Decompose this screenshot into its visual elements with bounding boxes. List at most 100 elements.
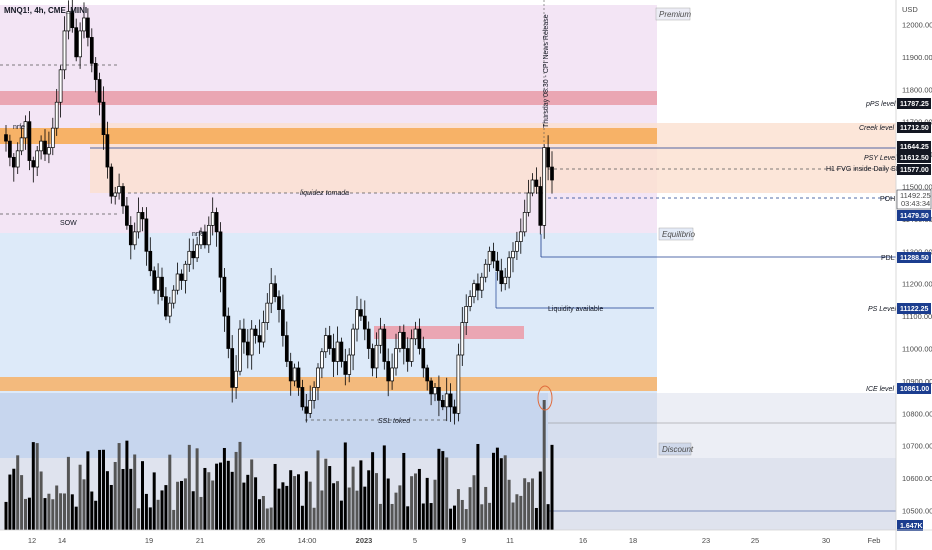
candle <box>66 11 71 32</box>
tag-level-1: 11644.25 <box>900 144 929 151</box>
candle <box>456 354 461 414</box>
candle <box>93 62 98 80</box>
candle <box>89 37 94 64</box>
candle <box>206 225 211 246</box>
volume-bar <box>378 503 382 530</box>
volume-bar <box>152 472 156 530</box>
volume-bar <box>105 471 109 530</box>
x-tick-label: 11 <box>506 536 514 545</box>
candle <box>401 331 406 349</box>
volume-bar <box>320 490 324 530</box>
volume-bar <box>226 460 230 530</box>
volume-bar <box>339 500 343 530</box>
annotations: MNQ1!, 4h, CME_MINI Thursday 08:30 - CPI… <box>4 6 906 425</box>
volume-bar <box>425 477 429 530</box>
premium-label: Premium <box>659 10 691 19</box>
volume-bar <box>480 504 484 530</box>
candles <box>4 0 554 425</box>
candle <box>405 348 410 362</box>
candle <box>476 283 480 291</box>
volume-bar <box>453 505 456 530</box>
candle <box>347 354 352 375</box>
tag-ps: 11122.25 <box>900 306 929 313</box>
volume-bar <box>550 444 554 530</box>
candle <box>479 276 484 291</box>
poh-label: POH <box>880 196 895 203</box>
volume-bar <box>238 441 242 530</box>
volume-bar <box>445 457 449 530</box>
candle <box>483 263 488 278</box>
y-tick-label: 12000.00 <box>902 20 932 29</box>
time-axis[interactable]: 12 14 19 21 26 14:00 2023 5 9 11 16 18 23 25 30 Feb <box>0 529 932 545</box>
candle <box>452 406 457 414</box>
volume-bar <box>63 493 66 530</box>
volume-bar <box>246 474 250 530</box>
volume-bar <box>39 471 43 530</box>
volume-bar <box>336 481 339 530</box>
candle <box>19 137 24 152</box>
volume-bar <box>273 463 277 530</box>
candle <box>62 30 67 71</box>
candle <box>327 335 332 349</box>
volume-bar <box>254 477 258 530</box>
volume-bar <box>207 472 211 530</box>
volume-bar <box>414 473 417 530</box>
y-tick-label: 11000.00 <box>902 345 932 354</box>
y-tick-label: 10600.00 <box>902 474 932 483</box>
volume-bar <box>488 502 492 530</box>
candle <box>4 134 8 142</box>
candle <box>191 250 196 259</box>
volume-bar <box>109 484 113 530</box>
candle <box>97 79 102 103</box>
volume-bar <box>31 442 35 530</box>
candle <box>101 101 106 135</box>
volume-bar <box>180 480 183 530</box>
liquidity-label: Liquidity available <box>548 306 603 313</box>
candle <box>277 296 281 310</box>
candle <box>491 250 496 262</box>
y-tick-label: 11900.00 <box>902 53 932 62</box>
volume-bar <box>164 485 168 530</box>
candle <box>144 218 149 252</box>
candle <box>320 351 324 369</box>
volume-bar <box>359 460 363 530</box>
candle <box>245 341 250 356</box>
volume-bar <box>390 503 394 530</box>
candle <box>261 322 266 343</box>
candle <box>281 309 285 336</box>
candle <box>214 212 219 233</box>
y-tick-label: 10900.00 <box>902 377 932 386</box>
y-tick-label: 10800.00 <box>902 409 932 418</box>
candle <box>386 361 391 382</box>
volume-bar <box>527 482 531 530</box>
candle <box>312 387 316 401</box>
volume-bar <box>503 455 507 530</box>
pps-label: pPS level <box>865 101 896 108</box>
volume-bar <box>316 450 320 530</box>
tag-pps: 11787.25 <box>900 101 929 108</box>
price-axis[interactable]: USD 10500.00 10600.00 10700.00 10800.00 1090… <box>895 0 932 550</box>
candle <box>226 315 231 349</box>
candle <box>132 231 137 246</box>
candle <box>335 341 340 362</box>
candle <box>440 400 445 408</box>
volume-bar <box>66 456 70 530</box>
volume-bar <box>59 493 63 530</box>
candle <box>117 186 121 194</box>
volume-bar <box>507 479 511 530</box>
candle <box>265 302 270 323</box>
x-tick-label: 16 <box>579 536 587 545</box>
candle <box>257 335 262 343</box>
candle <box>105 134 110 168</box>
volume-bar <box>74 506 78 530</box>
volume-bar <box>234 451 238 530</box>
volume-spike-marker <box>537 385 553 411</box>
volume-bar <box>308 481 312 530</box>
candle <box>27 121 32 161</box>
candle <box>394 348 398 369</box>
volume-bar <box>148 507 152 530</box>
volume-bar <box>86 451 90 530</box>
volume-bar <box>137 508 141 530</box>
equilibrium-zone <box>0 233 657 393</box>
candle <box>234 370 238 388</box>
